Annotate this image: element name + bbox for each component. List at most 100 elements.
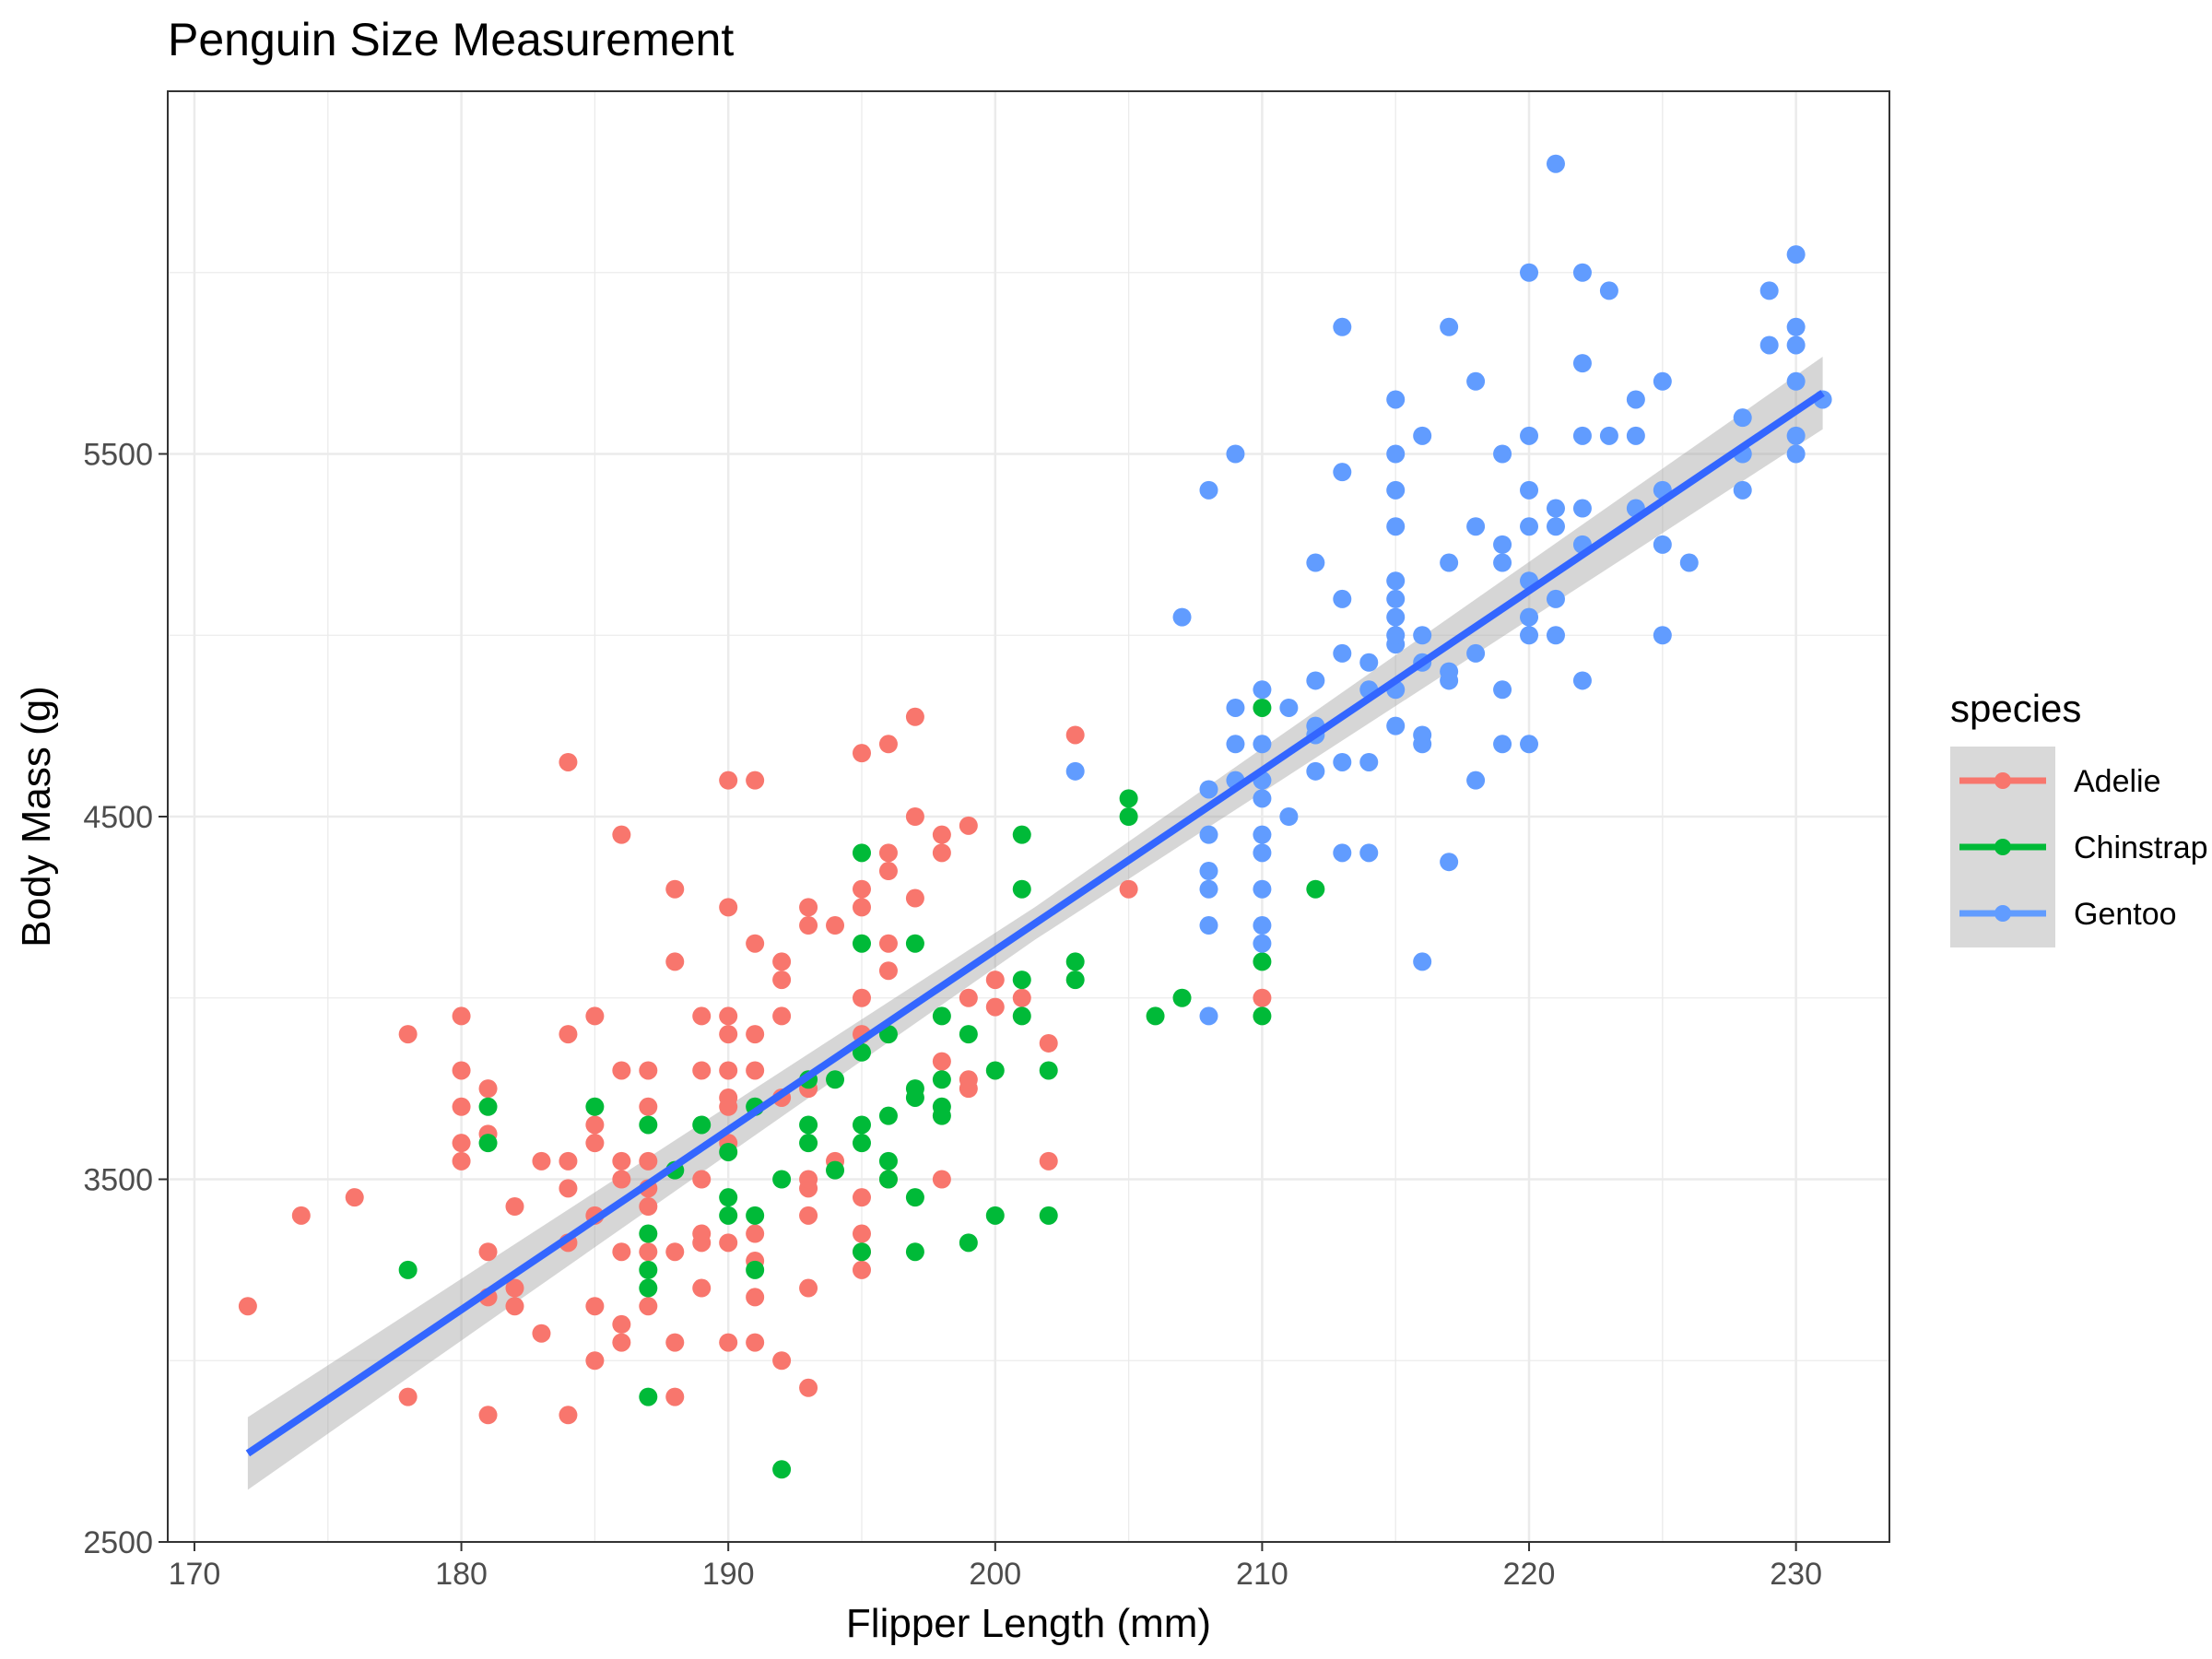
data-point-adelie <box>238 1297 257 1316</box>
legend-key-point <box>1994 839 2011 855</box>
data-point-chinstrap <box>1012 825 1031 844</box>
legend-items: Adelie Chinstrap Gentoo <box>1959 764 2208 932</box>
data-point-adelie <box>585 1351 605 1371</box>
data-point-gentoo <box>1199 879 1218 899</box>
data-point-adelie <box>612 1170 631 1189</box>
data-point-gentoo <box>1653 535 1672 554</box>
data-point-adelie <box>719 898 738 917</box>
data-point-adelie <box>665 1387 685 1406</box>
data-point-adelie <box>665 1242 685 1262</box>
data-point-adelie <box>559 752 578 771</box>
legend-title: species <box>1950 687 2081 730</box>
data-point-adelie <box>746 1224 765 1243</box>
x-tick-label: 220 <box>1503 1557 1556 1592</box>
data-point-gentoo <box>1626 426 1645 445</box>
data-point-adelie <box>612 1061 631 1080</box>
legend-label: Chinstrap <box>2074 830 2208 865</box>
data-point-adelie <box>559 1025 578 1044</box>
data-point-adelie <box>985 997 1005 1017</box>
data-point-adelie <box>905 888 924 908</box>
data-point-adelie <box>692 1278 712 1298</box>
data-point-chinstrap <box>1146 1006 1165 1026</box>
data-point-gentoo <box>1359 752 1379 771</box>
data-point-adelie <box>878 961 898 981</box>
legend-key-point <box>1994 905 2011 922</box>
data-point-chinstrap <box>1306 879 1325 899</box>
data-point-adelie <box>505 1278 524 1298</box>
data-point-adelie <box>719 771 738 790</box>
x-tick-label: 190 <box>702 1557 755 1592</box>
data-point-adelie <box>505 1297 524 1316</box>
data-point-chinstrap <box>852 934 871 953</box>
data-point-gentoo <box>1572 354 1592 373</box>
data-point-adelie <box>692 1006 712 1026</box>
data-point-gentoo <box>1333 752 1352 771</box>
data-point-gentoo <box>1172 607 1192 627</box>
data-point-chinstrap <box>719 1142 738 1161</box>
data-point-gentoo <box>1546 589 1565 608</box>
data-point-gentoo <box>1466 517 1486 536</box>
data-point-adelie <box>878 862 898 881</box>
data-point-gentoo <box>1065 761 1085 781</box>
y-axis: 2500 3500 4500 5500 <box>83 438 168 1560</box>
data-point-chinstrap <box>878 1151 898 1171</box>
data-point-adelie <box>585 1134 605 1153</box>
data-point-gentoo <box>1440 853 1459 872</box>
data-point-adelie <box>585 1297 605 1316</box>
data-point-adelie <box>665 952 685 971</box>
data-point-chinstrap <box>1065 971 1085 990</box>
data-point-chinstrap <box>772 1460 792 1479</box>
x-tick-label: 210 <box>1236 1557 1288 1592</box>
data-point-adelie <box>719 1061 738 1080</box>
data-point-chinstrap <box>985 1206 1005 1225</box>
data-point-adelie <box>639 1061 658 1080</box>
y-tick-label: 3500 <box>83 1163 153 1198</box>
data-point-adelie <box>452 1151 471 1171</box>
data-point-chinstrap <box>852 1042 871 1062</box>
data-point-adelie <box>985 971 1005 990</box>
data-point-gentoo <box>1253 735 1272 754</box>
data-point-gentoo <box>1520 517 1539 536</box>
data-point-adelie <box>852 1188 871 1207</box>
data-point-gentoo <box>1253 680 1272 700</box>
data-point-gentoo <box>1546 517 1565 536</box>
data-point-adelie <box>905 707 924 726</box>
data-point-gentoo <box>1733 480 1752 500</box>
data-point-gentoo <box>1546 626 1565 645</box>
data-point-adelie <box>959 1070 978 1089</box>
data-point-chinstrap <box>905 1079 924 1099</box>
data-point-gentoo <box>1386 589 1406 608</box>
data-point-adelie <box>932 825 951 844</box>
y-axis-title: Body Mass (g) <box>14 686 59 947</box>
data-point-adelie <box>585 1115 605 1135</box>
data-point-gentoo <box>1199 916 1218 935</box>
legend-label: Gentoo <box>2074 897 2177 932</box>
data-point-adelie <box>799 916 818 935</box>
data-point-adelie <box>532 1151 551 1171</box>
data-point-gentoo <box>1199 1006 1218 1026</box>
data-point-chinstrap <box>1253 1006 1272 1026</box>
data-point-adelie <box>799 1278 818 1298</box>
plot-panel <box>167 90 1890 1544</box>
data-points <box>238 154 1832 1479</box>
data-point-gentoo <box>1599 426 1618 445</box>
data-point-gentoo <box>1520 607 1539 627</box>
data-point-gentoo <box>1440 662 1459 681</box>
x-axis: 170 180 190 200 210 220 230 <box>169 1542 1822 1592</box>
data-point-gentoo <box>1440 317 1459 336</box>
data-point-gentoo <box>1759 335 1779 355</box>
data-point-gentoo <box>1333 463 1352 482</box>
data-point-chinstrap <box>1065 952 1085 971</box>
data-point-gentoo <box>1386 517 1406 536</box>
data-point-chinstrap <box>1253 698 1272 717</box>
x-axis-title: Flipper Length (mm) <box>846 1601 1211 1646</box>
data-point-gentoo <box>1386 571 1406 591</box>
data-point-adelie <box>665 1333 685 1352</box>
data-point-gentoo <box>1253 879 1272 899</box>
data-point-chinstrap <box>1119 789 1138 808</box>
data-point-chinstrap <box>772 1170 792 1189</box>
data-point-gentoo <box>1759 281 1779 300</box>
data-point-chinstrap <box>1253 952 1272 971</box>
data-point-chinstrap <box>1172 988 1192 1007</box>
data-point-adelie <box>746 771 765 790</box>
